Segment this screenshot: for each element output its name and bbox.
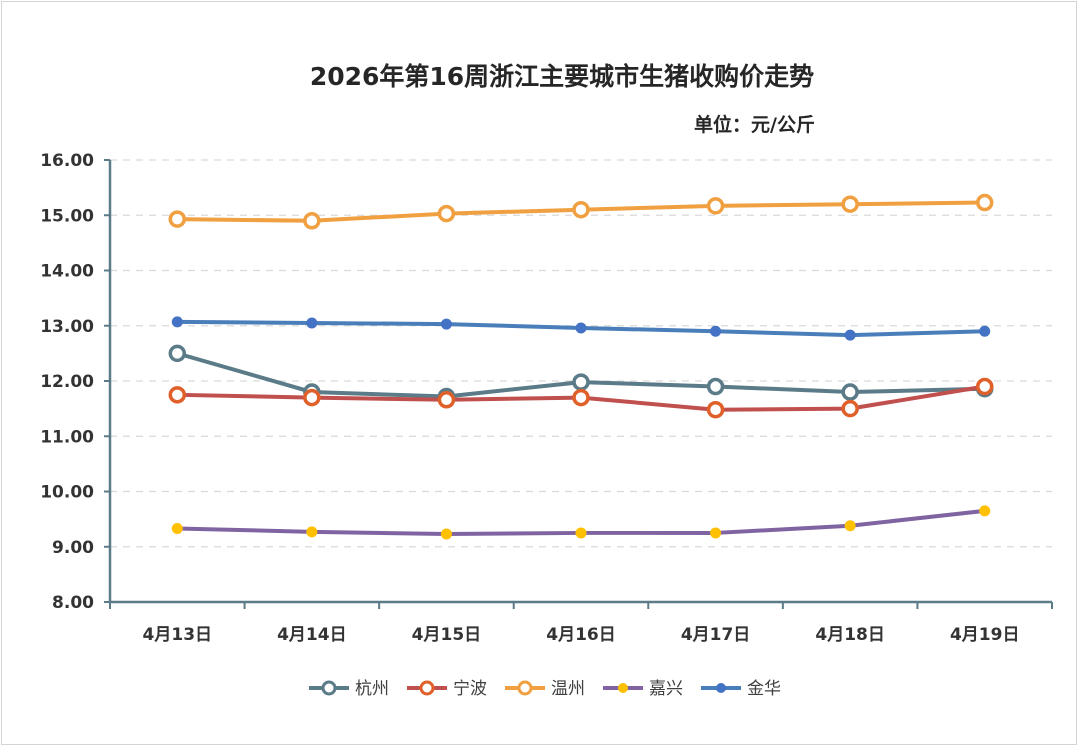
data-point: [841, 383, 859, 401]
series-温州: [168, 193, 994, 230]
data-point: [440, 528, 452, 540]
data-point: [844, 520, 856, 532]
data-point: [437, 391, 456, 409]
legend-item: 嘉兴: [603, 679, 683, 699]
data-point: [706, 400, 725, 419]
y-tick-label: 13.00: [40, 317, 94, 337]
data-point: [706, 377, 725, 396]
data-point: [841, 195, 859, 213]
axes: 8.00 9.00 10.00 11.00 12.00 13.00 14.00 15.00 16…: [40, 151, 1053, 645]
y-tick-label: 15.00: [40, 206, 94, 226]
legend-item: 温州: [505, 679, 585, 699]
y-tick-label: 10.00: [40, 483, 94, 503]
data-point: [440, 318, 452, 330]
legend-label: 杭州: [355, 679, 389, 699]
legend-swatch-marker: [517, 680, 533, 696]
data-point: [303, 388, 321, 407]
x-tick-label: 4月18日: [815, 625, 885, 645]
y-tick-label: 14.00: [40, 262, 94, 282]
legend-item: 杭州: [309, 679, 389, 699]
data-point: [572, 388, 590, 407]
legend-label: 金华: [747, 679, 781, 699]
x-tick-label: 4月19日: [950, 625, 1020, 645]
legend-label: 温州: [551, 679, 585, 699]
y-tick-label: 9.00: [52, 538, 94, 558]
series-金华: [171, 316, 991, 341]
legend-item: 宁波: [407, 679, 487, 699]
legend-swatch-marker: [618, 683, 628, 693]
data-point: [575, 527, 587, 539]
data-point: [168, 386, 187, 404]
x-tick-label: 4月16日: [546, 625, 616, 645]
data-point: [841, 399, 859, 418]
x-tick-label: 4月14日: [277, 625, 347, 645]
data-point: [572, 200, 590, 219]
legend-swatch-marker: [321, 680, 337, 696]
data-point: [306, 526, 318, 538]
data-point: [844, 329, 856, 341]
data-point: [168, 210, 187, 228]
data-point: [710, 527, 722, 539]
data-point: [303, 212, 321, 230]
y-tick-label: 11.00: [40, 427, 94, 447]
legend: 杭州 宁波 温州 嘉兴 金华: [309, 679, 781, 699]
data-point: [975, 377, 994, 396]
data-point: [168, 344, 187, 363]
legend-swatch-marker: [716, 683, 726, 693]
data-point: [979, 505, 991, 517]
data-point: [710, 325, 722, 337]
data-point: [306, 317, 318, 329]
y-tick-label: 12.00: [40, 372, 94, 392]
data-point: [572, 373, 590, 391]
chart-title: 2026年第16周浙江主要城市生猪收购价走势: [310, 62, 814, 91]
y-tick-label: 8.00: [52, 593, 94, 613]
x-tick-label: 4月13日: [143, 625, 213, 645]
legend-swatch-marker: [419, 680, 435, 696]
y-tick-label: 16.00: [40, 151, 94, 171]
series-嘉兴: [171, 505, 991, 540]
series-宁波: [168, 377, 994, 419]
data-point: [575, 322, 587, 334]
data-point: [979, 325, 991, 337]
data-point: [975, 193, 994, 212]
data-point: [437, 204, 456, 223]
data-point: [706, 197, 725, 215]
legend-label: 宁波: [453, 679, 487, 699]
data-point: [171, 316, 183, 328]
legend-item: 金华: [701, 679, 781, 699]
x-tick-label: 4月17日: [681, 625, 751, 645]
series-lines: [168, 193, 994, 540]
x-tick-label: 4月15日: [412, 625, 482, 645]
data-point: [171, 523, 183, 535]
legend-label: 嘉兴: [649, 679, 683, 699]
unit-label: 单位：元/公斤: [694, 113, 815, 136]
